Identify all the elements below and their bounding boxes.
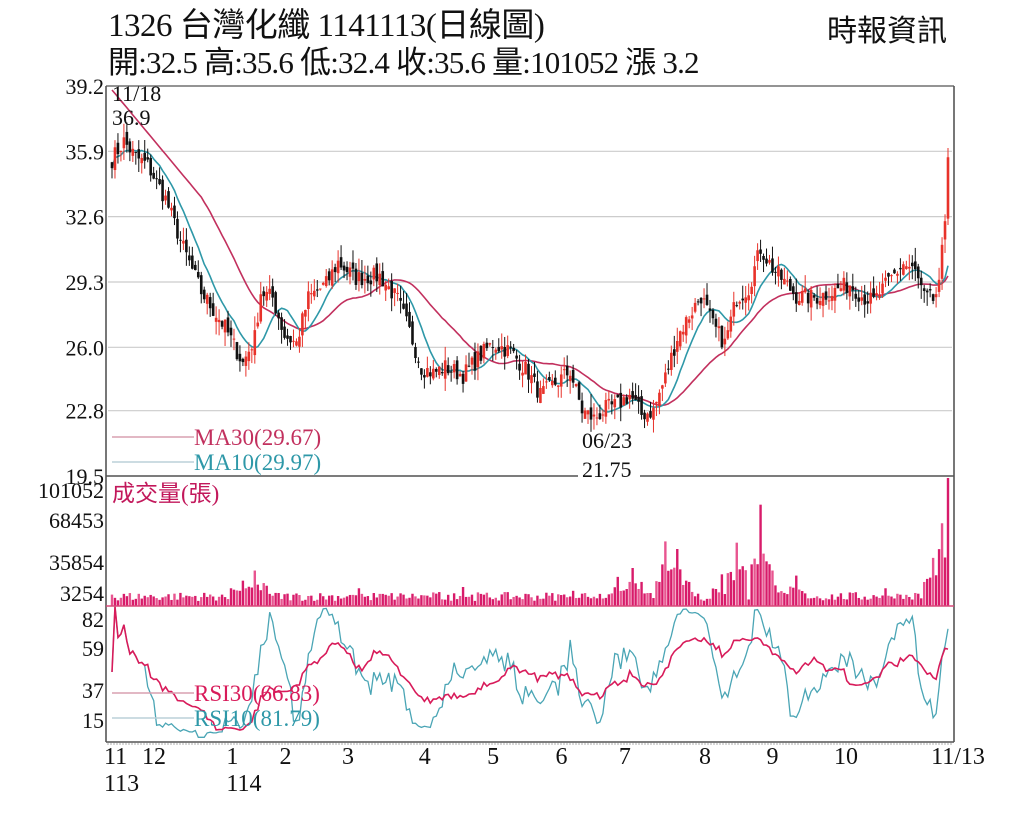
ma30-legend: MA30(29.67) [194, 425, 321, 450]
axis-labels: 39.235.932.629.326.022.819.5101052684533… [38, 74, 985, 797]
high-value-label: 36.9 [112, 105, 151, 130]
low-value-label: 21.75 [582, 457, 632, 482]
low-date-label: 06/23 [582, 428, 632, 453]
volume-tick: 101052 [38, 478, 104, 503]
chart-title: 1326 台灣化纖 1141113(日線圖) [108, 8, 545, 44]
month-tick: 10 [834, 744, 858, 770]
month-tick: 3 [342, 744, 354, 770]
month-tick: 5 [487, 744, 499, 770]
price-tick: 19.5 [66, 464, 105, 489]
rsi-tick: 37 [82, 678, 104, 703]
year-tick: 114 [226, 771, 261, 797]
year-tick: 113 [104, 771, 139, 797]
volume-legend: 成交量(張) [112, 481, 219, 506]
month-tick: 8 [699, 744, 711, 770]
month-tick: 4 [419, 744, 431, 770]
price-tick: 32.6 [66, 205, 105, 230]
ohlc-summary: 開:32.5 高:35.6 低:32.4 收:35.6 量:101052 漲 3… [108, 45, 700, 80]
volume-tick: 3254 [60, 581, 104, 606]
month-tick: 11/13 [931, 744, 985, 770]
month-tick: 9 [767, 744, 779, 770]
low-value-bg [578, 456, 640, 478]
high-date-label: 11/18 [112, 81, 161, 106]
rsi10-legend: RSI10(81.79) [194, 706, 320, 731]
chart-frame [105, 85, 955, 745]
candlesticks [110, 122, 950, 433]
volume-bars [110, 478, 950, 606]
month-tick: 7 [619, 744, 631, 770]
rsi-tick: 59 [82, 636, 104, 661]
month-tick: 12 [142, 744, 166, 770]
price-tick: 35.9 [66, 139, 105, 164]
month-tick: 1 [226, 744, 238, 770]
price-tick: 26.0 [66, 335, 105, 360]
month-tick: 2 [280, 744, 292, 770]
rsi-tick: 15 [82, 708, 104, 733]
price-tick: 29.3 [66, 270, 105, 295]
ma10-line [111, 149, 949, 413]
rsi30-legend: RSI30(66.83) [194, 681, 320, 706]
brand-logo: 時報資訊 [827, 15, 947, 48]
price-tick: 22.8 [66, 399, 105, 424]
month-tick: 6 [556, 744, 568, 770]
month-tick: 11 [104, 744, 127, 770]
volume-tick: 68453 [49, 508, 104, 533]
rsi-lines [111, 606, 949, 738]
ma10-legend: MA10(29.97) [194, 450, 321, 475]
price-tick: 39.2 [66, 74, 105, 99]
rsi-tick: 82 [82, 607, 104, 632]
volume-tick: 35854 [49, 550, 104, 575]
